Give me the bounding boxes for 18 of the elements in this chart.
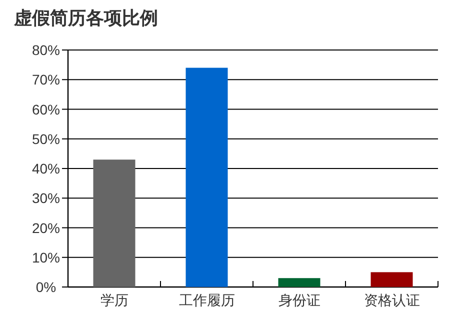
y-tick-label: 40%	[32, 160, 60, 176]
x-tick-label: 学历	[100, 292, 128, 308]
y-tick-label: 10%	[32, 249, 60, 266]
chart-title: 虚假简历各项比例	[13, 8, 158, 28]
y-tick-label: 80%	[32, 42, 60, 58]
y-tick-label: 0%	[36, 279, 56, 295]
y-tick-label: 20%	[32, 220, 60, 236]
x-tick-label: 身份证	[278, 292, 320, 308]
x-tick-label: 工作履历	[178, 292, 235, 308]
bar	[370, 272, 413, 287]
bar	[93, 160, 136, 287]
y-tick-label: 30%	[32, 190, 60, 206]
bar	[278, 278, 320, 287]
x-tick-label: 资格认证	[364, 292, 420, 308]
y-tick-label: 50%	[32, 130, 60, 147]
y-tick-label: 60%	[32, 101, 60, 118]
y-tick-label: 70%	[32, 72, 60, 88]
bar	[186, 68, 228, 287]
